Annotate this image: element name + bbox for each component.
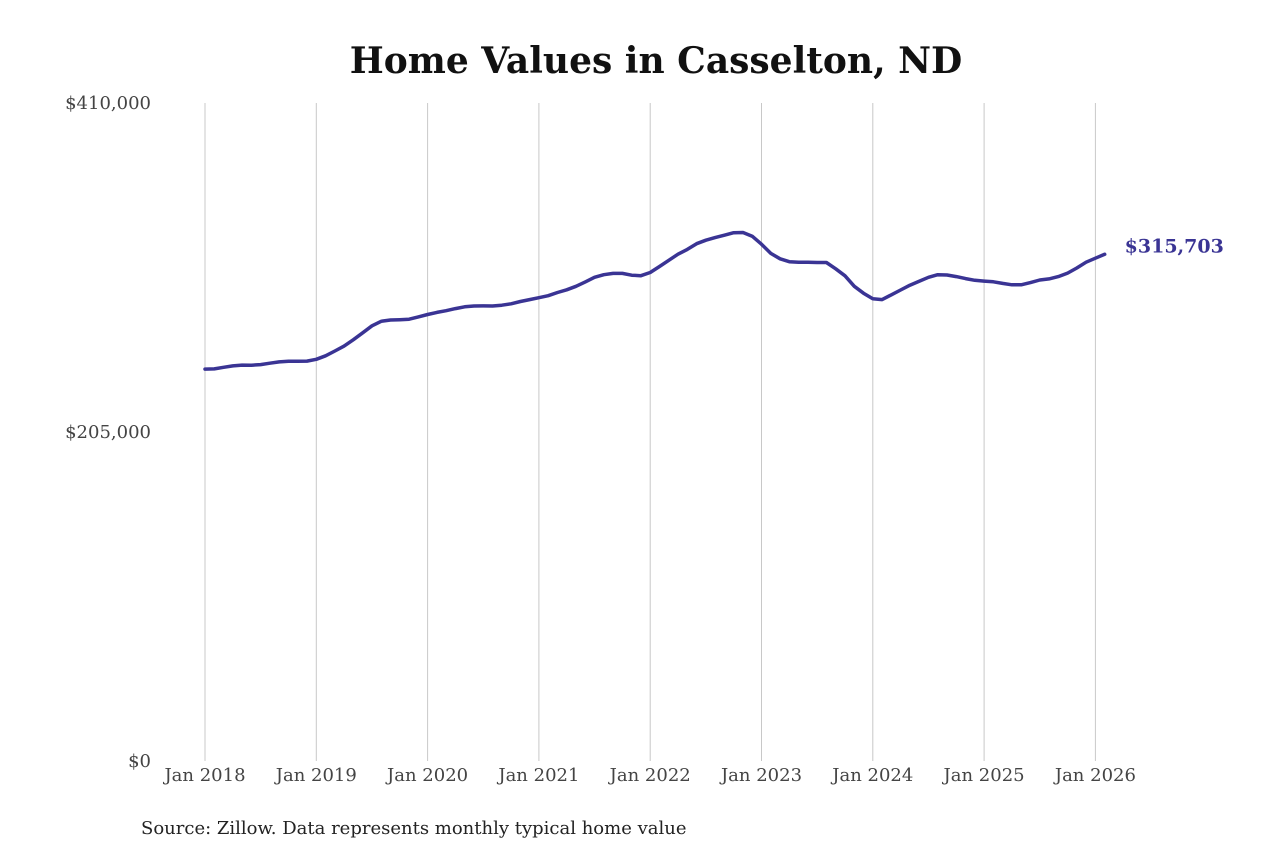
x-axis-tick-labels: Jan 2018 Jan 2019 Jan 2020 Jan 2021 Jan 2022… bbox=[162, 765, 1135, 786]
source-note: Source: Zillow. Data represents monthly … bbox=[141, 818, 687, 839]
x-tick-label: Jan 2026 bbox=[1053, 765, 1136, 786]
y-tick-label: $0 bbox=[128, 751, 151, 772]
series-line-home-value bbox=[203, 230, 1107, 371]
x-tick-label: Jan 2019 bbox=[274, 765, 357, 786]
y-tick-label: $410,000 bbox=[65, 93, 151, 114]
y-tick-label: $205,000 bbox=[65, 422, 151, 443]
chart-title: Home Values in Casselton, ND bbox=[350, 40, 963, 82]
x-tick-label: Jan 2018 bbox=[162, 765, 245, 786]
x-tick-label: Jan 2022 bbox=[608, 765, 691, 786]
end-value-label: $315,703 bbox=[1125, 235, 1224, 257]
x-tick-label: Jan 2021 bbox=[496, 765, 579, 786]
x-tick-label: Jan 2023 bbox=[719, 765, 802, 786]
x-tick-label: Jan 2025 bbox=[942, 765, 1025, 786]
x-tick-label: Jan 2020 bbox=[385, 765, 468, 786]
x-tick-label: Jan 2024 bbox=[830, 765, 913, 786]
y-axis-tick-labels: $0 $205,000 $410,000 bbox=[65, 93, 151, 772]
gridlines bbox=[204, 103, 1096, 761]
